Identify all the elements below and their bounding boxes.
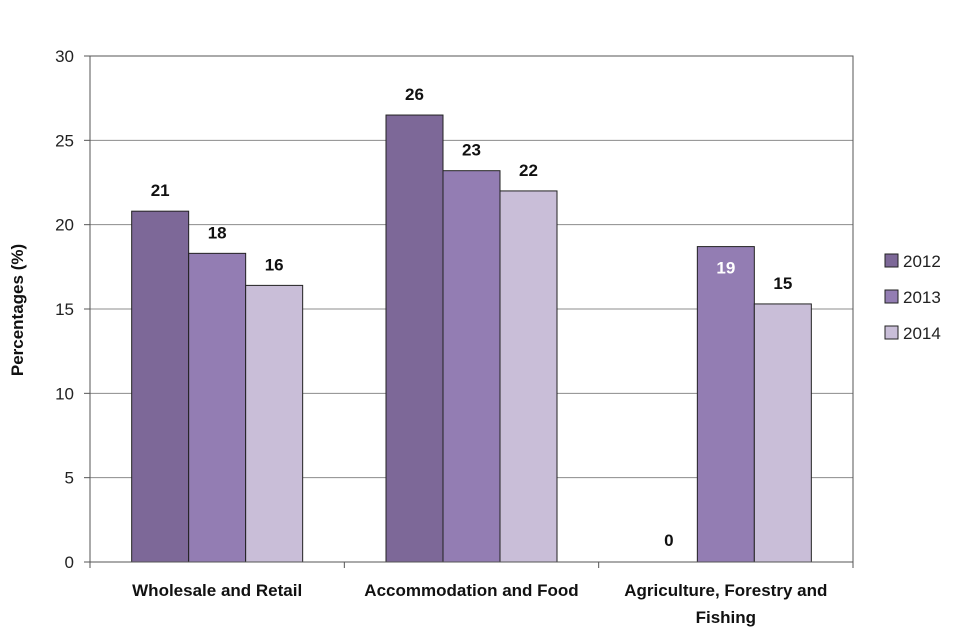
bar-2014 [753, 303, 812, 563]
legend-label: 2013 [903, 288, 941, 307]
bar-2012 [385, 114, 444, 563]
legend-label: 2014 [903, 324, 941, 343]
y-tick-label: 30 [55, 47, 74, 66]
data-labels: 21 18 16 26 23 22 0 19 15 [151, 85, 793, 550]
legend-swatch-2014 [884, 325, 899, 340]
bar-2012 [131, 210, 190, 563]
x-category-label: Fishing [696, 608, 756, 627]
data-label: 22 [519, 161, 538, 180]
x-category-label: Agriculture, Forestry and [624, 581, 827, 600]
x-category-label: Wholesale and Retail [132, 581, 302, 600]
bar-2013 [188, 252, 247, 563]
data-label: 23 [462, 141, 481, 160]
y-axis-label: Percentages (%) [8, 244, 27, 376]
data-label: 21 [151, 181, 170, 200]
bar-2013 [696, 246, 755, 563]
y-axis: 0 5 10 15 20 25 30 [55, 47, 90, 572]
x-axis: Wholesale and Retail Accommodation and Fo… [89, 562, 854, 627]
data-label: 19 [716, 259, 735, 278]
legend-swatch-2012 [884, 253, 899, 268]
y-tick-label: 10 [55, 384, 74, 403]
bar-2014 [499, 190, 558, 563]
legend-label: 2012 [903, 252, 941, 271]
y-tick-label: 20 [55, 216, 74, 235]
data-label: 0 [664, 531, 673, 550]
legend-swatch-2013 [884, 289, 899, 304]
x-category-label: Accommodation and Food [364, 581, 578, 600]
bars [131, 114, 812, 563]
bar-2013 [442, 170, 501, 563]
y-tick-label: 0 [65, 553, 74, 572]
y-tick-label: 5 [65, 469, 74, 488]
data-label: 18 [208, 223, 227, 242]
data-label: 15 [773, 274, 792, 293]
data-label: 16 [265, 255, 284, 274]
y-tick-label: 25 [55, 131, 74, 150]
bar-2014 [245, 284, 304, 563]
data-label: 26 [405, 85, 424, 104]
y-tick-label: 15 [55, 300, 74, 319]
legend: 2012 2013 2014 [884, 252, 941, 343]
